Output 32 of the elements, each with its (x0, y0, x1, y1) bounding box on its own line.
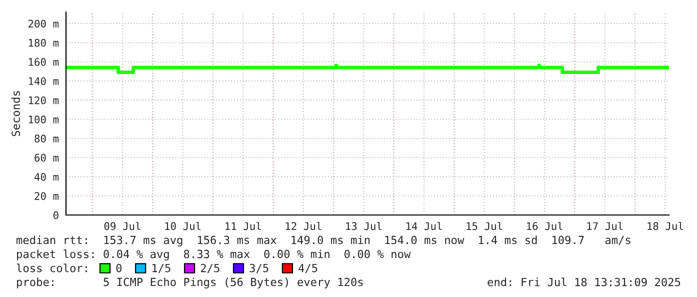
legend-label: 2/5 (200, 264, 220, 274)
x-tick-label: 17 Jul (587, 222, 623, 230)
y-tick-label: 100 m (28, 116, 59, 124)
y-tick-label: 200 m (28, 20, 59, 28)
x-tick-label: 10 Jul (165, 222, 201, 230)
legend-label: 0 (116, 264, 122, 272)
y-tick-label: 80 m (34, 134, 59, 143)
legend-label: 1/5 (152, 264, 170, 274)
x-tick-label: 11 Jul (226, 222, 261, 230)
x-tick-label: 12 Jul (286, 222, 322, 230)
y-tick-label: 140 m (28, 77, 59, 86)
y-tick-label: 60 m (34, 154, 59, 162)
x-tick-label: 09 Jul (104, 222, 140, 230)
x-tick-label: 15 Jul (466, 222, 502, 230)
y-tick-label: 160 m (28, 58, 59, 66)
x-tick-label: 16 Jul (527, 222, 562, 230)
y-axis-title: Seconds (11, 91, 20, 136)
y-tick-label: 20 m (34, 192, 59, 200)
text: packet loss: 0.04 % avg 8.33 % max 0.00 % min 0.00 % now (17, 250, 411, 260)
legend-label: 3/5 (250, 264, 268, 274)
legend-title: loss color: (16, 264, 87, 272)
text: median rtt: 153.7 ms avg 156.3 ms max 149.0 ms min 154.0 ms now 1.4 ms sd 109.7 am/s (16, 236, 630, 246)
y-tick-label: 180 m (28, 38, 59, 47)
y-tick-label: 120 m (28, 96, 59, 104)
legend-label: 4/5 (298, 264, 318, 274)
x-tick-label: 13 Jul (346, 222, 382, 230)
y-tick-label: 0 (53, 211, 58, 220)
y-tick-label: 40 m (34, 172, 59, 181)
x-tick-label: 14 Jul (406, 222, 442, 230)
text: end: Fri Jul 18 13:31:09 2025 (488, 278, 680, 286)
text: probe: 5 ICMP Echo Pings (56 Bytes) every 120s (17, 278, 363, 288)
x-tick-label: 18 Jul (648, 222, 683, 230)
